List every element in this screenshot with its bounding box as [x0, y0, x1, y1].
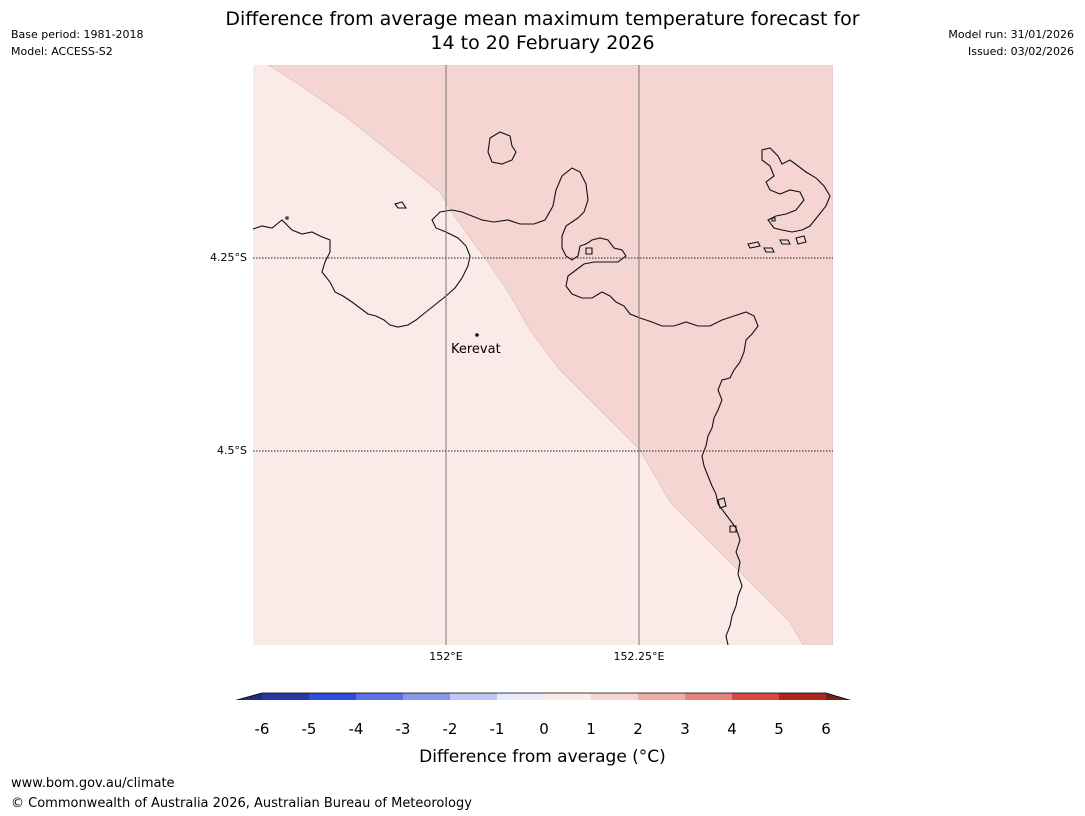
colorbar-segment	[262, 693, 309, 700]
colorbar-segment	[732, 693, 779, 700]
model-run: Model run: 31/01/2026	[948, 28, 1074, 41]
colorbar-segment	[497, 693, 544, 700]
title-line-2: 14 to 20 February 2026	[430, 32, 655, 54]
issued-date: Issued: 03/02/2026	[967, 45, 1074, 58]
longitude-gridlines	[445, 65, 640, 645]
colorbar-tick-label: -3	[395, 720, 411, 738]
base-period: Base period: 1981-2018	[11, 28, 144, 41]
colorbar-segment	[779, 693, 826, 700]
metadata-left: Base period: 1981-2018 Model: ACCESS-S2	[11, 26, 143, 60]
metadata-right: Model run: 31/01/2026 Issued: 03/02/2026	[948, 26, 1074, 60]
colorbar-tick-label: 4	[727, 720, 737, 738]
lon-label-152-25e: 152.25°E	[613, 650, 665, 663]
title-line-1: Difference from average mean maximum tem…	[225, 8, 860, 30]
latitude-gridlines	[253, 257, 833, 452]
colorbar-outline	[235, 692, 851, 700]
colorbar-tick-label: -4	[348, 720, 364, 738]
colorbar-tick-label: 1	[586, 720, 596, 738]
colorbar-segment	[450, 693, 497, 700]
colorbar-label: Difference from average (°C)	[419, 747, 666, 767]
colorbar	[235, 692, 851, 700]
colorbar-tick-label: 6	[821, 720, 831, 738]
footer-copyright: © Commonwealth of Australia 2026, Austra…	[11, 796, 472, 811]
anomaly-region-1-to-2	[267, 65, 833, 645]
coastline	[253, 131, 831, 645]
colorbar-segment	[309, 693, 356, 700]
model-name: Model: ACCESS-S2	[11, 45, 113, 58]
forecast-map	[235, 65, 851, 700]
footer: www.bom.gov.au/climate © Commonwealth of…	[11, 774, 472, 814]
lat-label-4-5s: 4.5°S	[217, 444, 247, 457]
kerevat-marker	[475, 333, 479, 337]
colorbar-segment	[356, 693, 403, 700]
colorbar-segment	[591, 693, 638, 700]
colorbar-tick-label: -2	[442, 720, 458, 738]
page-title: Difference from average mean maximum tem…	[150, 7, 935, 55]
colorbar-tick-label: -1	[489, 720, 505, 738]
colorbar-tick-label: 5	[774, 720, 784, 738]
colorbar-extend-high	[826, 693, 850, 700]
colorbar-tick-label: -5	[301, 720, 317, 738]
colorbar-tick-label: -6	[254, 720, 270, 738]
lat-label-4-25s: 4.25°S	[210, 251, 247, 264]
colorbar-tick-label: 2	[633, 720, 643, 738]
colorbar-segment	[638, 693, 685, 700]
colorbar-segment	[403, 693, 450, 700]
colorbar-segment	[685, 693, 732, 700]
colorbar-tick-label: 0	[539, 720, 549, 738]
colorbar-segment	[544, 693, 591, 700]
footer-url: www.bom.gov.au/climate	[11, 776, 175, 791]
lon-label-152e: 152°E	[429, 650, 463, 663]
colorbar-tick-label: 3	[680, 720, 690, 738]
place-label-kerevat: Kerevat	[451, 342, 501, 357]
